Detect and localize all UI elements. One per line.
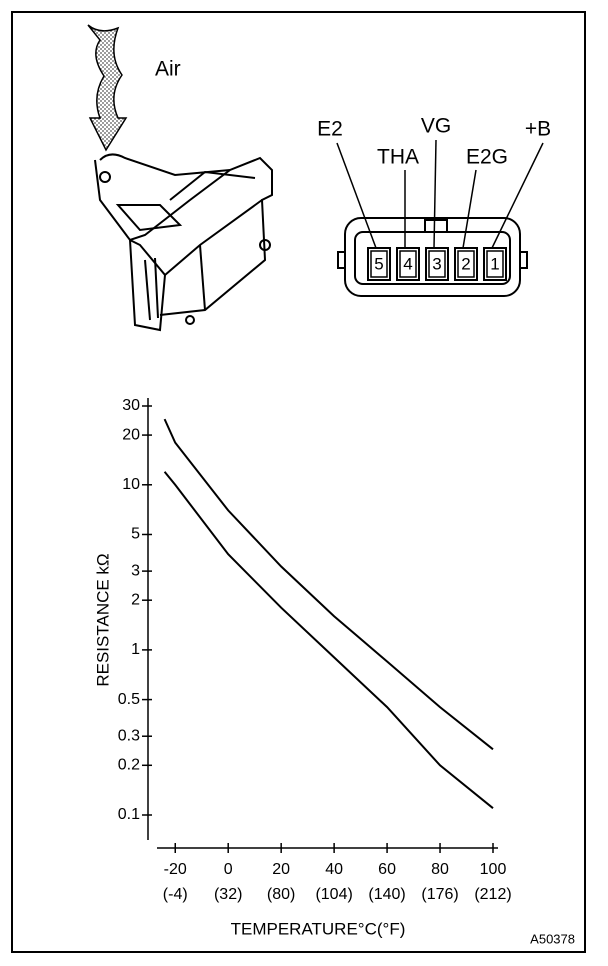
x-tick-label: 0 [224, 861, 233, 878]
leader-line [462, 169, 477, 249]
pin-box [454, 247, 478, 281]
x-tick-label-f: (140) [368, 886, 405, 903]
sensor-drawing [94, 153, 273, 332]
pin-box [367, 247, 391, 281]
terminal-label: VG [421, 115, 451, 138]
curve [163, 471, 494, 809]
pin-inner [428, 250, 446, 278]
y-tick-label: 10 [122, 476, 140, 493]
x-tick-label: 80 [431, 861, 449, 878]
leader-line [491, 142, 544, 249]
terminal-label: +B [525, 118, 551, 141]
pin-number: 2 [461, 254, 470, 273]
x-tick-label-f: (104) [315, 886, 352, 903]
air-label: Air [155, 58, 181, 81]
x-tick-label-f: (80) [267, 886, 295, 903]
pin-number: 3 [432, 254, 441, 273]
y-tick-label: 3 [131, 562, 140, 579]
figure-code: A50378 [530, 931, 575, 946]
y-tick-label: 2 [131, 591, 140, 608]
x-tick-label-f: (212) [474, 886, 511, 903]
x-axis-label: TEMPERATURE°C(°F) [231, 919, 406, 938]
y-tick-label: 0.2 [118, 757, 140, 774]
y-tick-label: 20 [122, 426, 140, 443]
terminal-label: E2 [317, 118, 343, 141]
x-tick-label: -20 [164, 861, 187, 878]
x-tick-label-f: (176) [421, 886, 458, 903]
terminal-label: THA [377, 146, 419, 169]
terminal-label: E2G [466, 146, 508, 169]
pin-box [396, 247, 420, 281]
chart: 30 20 10 5 3 2 1 0.5 0.3 0.2 0.1 -20 (-4) 0 (32) 20 (80)… [118, 397, 512, 903]
x-tick-label: 40 [325, 861, 343, 878]
x-tick-label-f: (-4) [163, 886, 188, 903]
pin-box [483, 247, 507, 281]
pin-inner [457, 250, 475, 278]
connector-pins: 5 E2 4 THA 3 VG 2 E2G 1 +B [317, 115, 551, 281]
pin-number: 1 [490, 254, 499, 273]
pin-number: 5 [374, 254, 383, 273]
x-tick-label-f: (32) [214, 886, 242, 903]
connector [337, 217, 528, 297]
pin-box [425, 247, 449, 281]
pin-inner [486, 250, 504, 278]
curve [163, 418, 494, 751]
pin-number: 4 [403, 254, 412, 273]
y-tick-label: 0.3 [118, 727, 140, 744]
x-tick-label: 20 [272, 861, 290, 878]
frame [11, 11, 586, 953]
leader-line [433, 139, 437, 249]
y-tick-label: 30 [122, 397, 140, 414]
pin-inner [399, 250, 417, 278]
air-arrow [87, 24, 128, 152]
x-tick-label: 60 [378, 861, 396, 878]
y-tick-label: 0.1 [118, 806, 140, 823]
y-tick-label: 1 [131, 641, 140, 658]
y-tick-label: 0.5 [118, 691, 140, 708]
leader-line [336, 142, 377, 249]
y-axis-label: RESISTANCE kΩ [93, 553, 112, 686]
y-tick-label: 5 [131, 526, 140, 543]
pin-inner [370, 250, 388, 278]
x-tick-label: 100 [480, 861, 507, 878]
